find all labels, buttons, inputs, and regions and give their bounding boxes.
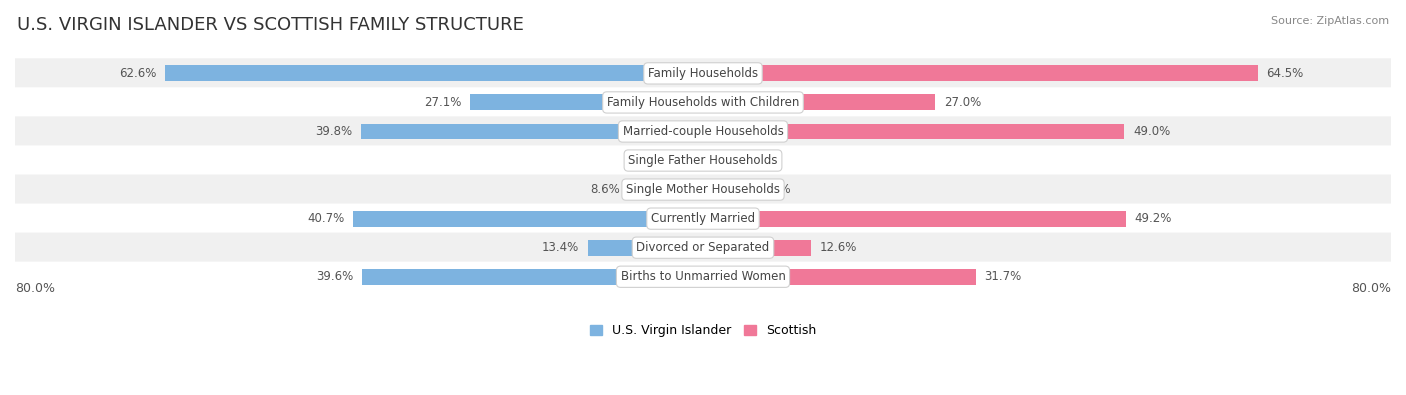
Text: 27.0%: 27.0%	[943, 96, 981, 109]
Text: Source: ZipAtlas.com: Source: ZipAtlas.com	[1271, 16, 1389, 26]
Bar	[703, 182, 752, 198]
Bar	[703, 240, 811, 256]
Bar	[628, 182, 703, 198]
Text: 49.0%: 49.0%	[1133, 125, 1170, 138]
Text: 12.6%: 12.6%	[820, 241, 858, 254]
Text: 62.6%: 62.6%	[118, 67, 156, 80]
FancyBboxPatch shape	[15, 203, 1391, 234]
Text: 49.2%: 49.2%	[1135, 212, 1173, 225]
Text: 5.8%: 5.8%	[762, 183, 792, 196]
FancyBboxPatch shape	[15, 117, 1391, 147]
Bar	[470, 94, 703, 111]
Text: Family Households with Children: Family Households with Children	[607, 96, 799, 109]
Text: Single Father Households: Single Father Households	[628, 154, 778, 167]
Text: Family Households: Family Households	[648, 67, 758, 80]
Bar	[703, 211, 1126, 227]
FancyBboxPatch shape	[15, 145, 1391, 176]
Text: Births to Unmarried Women: Births to Unmarried Women	[620, 270, 786, 283]
Text: 64.5%: 64.5%	[1267, 67, 1303, 80]
Text: 13.4%: 13.4%	[541, 241, 579, 254]
FancyBboxPatch shape	[15, 58, 1391, 88]
FancyBboxPatch shape	[15, 261, 1391, 292]
Text: 2.3%: 2.3%	[731, 154, 761, 167]
Bar	[703, 269, 976, 285]
FancyBboxPatch shape	[15, 233, 1391, 263]
Text: 80.0%: 80.0%	[15, 282, 55, 295]
Text: Married-couple Households: Married-couple Households	[623, 125, 783, 138]
Bar	[361, 124, 703, 139]
Text: Single Mother Households: Single Mother Households	[626, 183, 780, 196]
Bar	[363, 269, 703, 285]
Bar	[353, 211, 703, 227]
Bar	[703, 124, 1125, 139]
FancyBboxPatch shape	[15, 175, 1391, 205]
Legend: U.S. Virgin Islander, Scottish: U.S. Virgin Islander, Scottish	[585, 320, 821, 342]
Bar	[703, 66, 1258, 81]
Text: 31.7%: 31.7%	[984, 270, 1022, 283]
Text: Currently Married: Currently Married	[651, 212, 755, 225]
Bar	[165, 66, 703, 81]
Bar	[588, 240, 703, 256]
Bar	[682, 152, 703, 169]
Text: 40.7%: 40.7%	[307, 212, 344, 225]
Text: U.S. VIRGIN ISLANDER VS SCOTTISH FAMILY STRUCTURE: U.S. VIRGIN ISLANDER VS SCOTTISH FAMILY …	[17, 16, 524, 34]
Text: 2.4%: 2.4%	[644, 154, 673, 167]
FancyBboxPatch shape	[15, 87, 1391, 118]
Bar	[703, 94, 935, 111]
Text: 39.8%: 39.8%	[315, 125, 352, 138]
Text: 80.0%: 80.0%	[1351, 282, 1391, 295]
Text: 39.6%: 39.6%	[316, 270, 354, 283]
Text: 8.6%: 8.6%	[591, 183, 620, 196]
Text: 27.1%: 27.1%	[425, 96, 461, 109]
Bar	[703, 152, 723, 169]
Text: Divorced or Separated: Divorced or Separated	[637, 241, 769, 254]
